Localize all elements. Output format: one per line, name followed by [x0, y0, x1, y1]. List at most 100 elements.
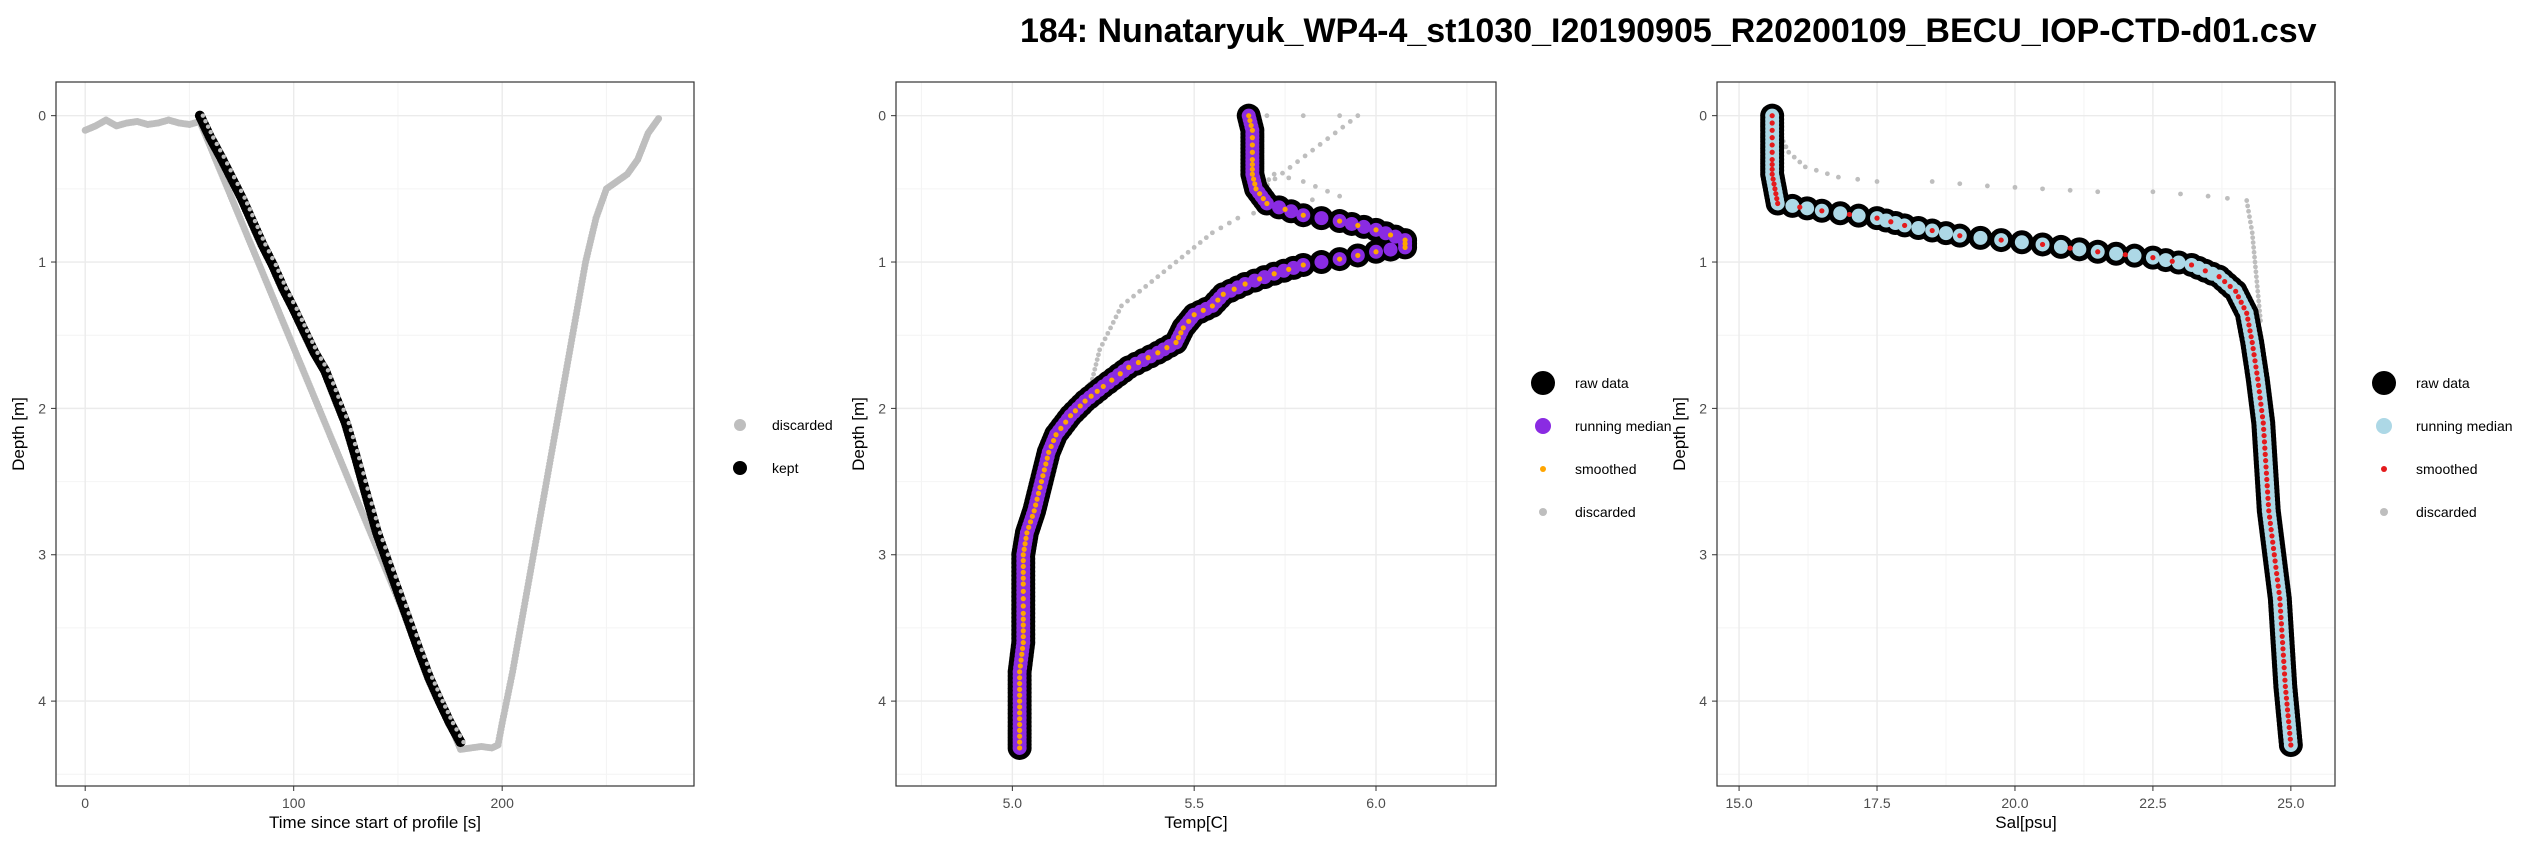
- discarded-point: [252, 218, 258, 224]
- discarded-point: [208, 129, 213, 135]
- y-tick-label: 0: [38, 108, 46, 124]
- smoothed-point: [1355, 252, 1361, 259]
- smoothed-point: [1249, 149, 1255, 155]
- discarded-point: [375, 523, 381, 528]
- smoothed-point: [2216, 274, 2222, 280]
- discarded-point: [1874, 179, 1880, 184]
- discarded-point: [1340, 124, 1346, 130]
- smoothed-point: [2277, 602, 2283, 608]
- discarded-point: [2247, 214, 2252, 220]
- smoothed-point: [2122, 252, 2128, 258]
- discarded-point: [281, 280, 286, 285]
- smoothed-point: [2264, 483, 2270, 489]
- smoothed-point: [1072, 408, 1078, 414]
- smoothed-point: [2264, 476, 2270, 483]
- discarded-point: [1300, 179, 1306, 184]
- legend-key-kept: [733, 461, 747, 475]
- smoothed-point: [1033, 502, 1039, 508]
- discarded-point: [437, 693, 443, 698]
- discarded-point: [2252, 259, 2258, 265]
- smoothed-point: [2271, 552, 2277, 558]
- discarded-point: [2205, 193, 2211, 199]
- legend-label-discarded: discarded: [2416, 504, 2477, 520]
- discarded-point: [1287, 165, 1293, 170]
- discarded-point: [2040, 186, 2045, 192]
- discarded-point: [247, 207, 252, 212]
- smoothed-point: [1020, 588, 1026, 594]
- smoothed-point: [1027, 519, 1034, 525]
- smoothed-point: [2255, 382, 2262, 388]
- legend-label-kept: kept: [772, 460, 799, 476]
- discarded-point: [1325, 188, 1330, 194]
- y-tick-label: 0: [878, 108, 886, 124]
- discarded-point: [205, 124, 211, 129]
- discarded-point: [235, 181, 240, 187]
- discarded-point: [363, 478, 368, 484]
- x-axis-title: Time since start of profile [s]: [269, 813, 481, 832]
- discarded-point: [393, 574, 398, 579]
- discarded-point: [396, 581, 401, 587]
- smoothed-point: [1257, 276, 1263, 282]
- smoothed-point: [1300, 212, 1306, 218]
- smoothed-point: [1247, 117, 1253, 124]
- smoothed-point: [1249, 161, 1255, 168]
- discarded-point: [276, 268, 281, 274]
- discarded-point: [1091, 371, 1096, 377]
- smoothed-point: [2280, 652, 2286, 658]
- smoothed-point: [2278, 608, 2284, 614]
- discarded-point: [310, 339, 315, 344]
- discarded-point: [1094, 357, 1100, 362]
- discarded-point: [312, 345, 318, 350]
- x-axis-title: Sal[psu]: [1995, 813, 2056, 832]
- smoothed-point: [1031, 508, 1037, 514]
- discarded-point: [1312, 184, 1318, 189]
- discarded-point: [1309, 197, 1315, 203]
- smoothed-point: [1020, 628, 1026, 634]
- discarded-point: [1209, 230, 1215, 236]
- smoothed-point: [2233, 288, 2239, 294]
- discarded-point: [299, 317, 305, 323]
- legend-label-discarded: discarded: [772, 417, 833, 433]
- smoothed-point: [1155, 350, 1161, 356]
- discarded-point: [361, 471, 366, 476]
- smoothed-point: [1046, 449, 1052, 455]
- x-tick-label: 0: [81, 795, 89, 811]
- smoothed-point: [2278, 621, 2284, 627]
- discarded-point: [1235, 215, 1241, 221]
- smoothed-point: [2250, 346, 2256, 352]
- smoothed-point: [1050, 437, 1057, 444]
- smoothed-point: [1773, 191, 1779, 197]
- legend-key-median: [2376, 418, 2392, 434]
- discarded-point: [231, 174, 237, 180]
- discarded-point: [403, 603, 409, 609]
- discarded-point: [287, 293, 292, 298]
- smoothed-point: [1252, 181, 1258, 187]
- smoothed-point: [2274, 570, 2280, 577]
- smoothed-point: [1020, 603, 1026, 609]
- smoothed-point: [1020, 639, 1026, 646]
- discarded-point: [1105, 330, 1111, 336]
- discarded-point: [2225, 195, 2230, 201]
- smoothed-point: [1774, 196, 1780, 202]
- legend-label-discarded: discarded: [1575, 504, 1636, 520]
- discarded-point: [424, 661, 430, 666]
- smoothed-point: [2253, 364, 2259, 370]
- discarded-point: [2253, 269, 2259, 275]
- discarded-point: [2246, 208, 2251, 214]
- smoothed-point: [1264, 200, 1270, 207]
- discarded-point: [297, 312, 302, 317]
- discarded-point: [357, 455, 362, 461]
- smoothed-point: [2286, 724, 2292, 731]
- discarded-point: [328, 374, 333, 380]
- legend: raw data running median smoothed discarded: [2372, 371, 2513, 520]
- discarded-point: [1251, 210, 1256, 216]
- smoothed-point: [1769, 142, 1775, 148]
- discarded-point: [260, 236, 266, 241]
- discarded-point: [457, 733, 463, 738]
- discarded-point: [2254, 279, 2260, 284]
- discarded-point: [1264, 113, 1270, 119]
- smoothed-point: [1017, 716, 1023, 722]
- smoothed-point: [2095, 249, 2101, 255]
- legend-key-discarded: [734, 419, 746, 431]
- discarded-point: [1802, 164, 1808, 170]
